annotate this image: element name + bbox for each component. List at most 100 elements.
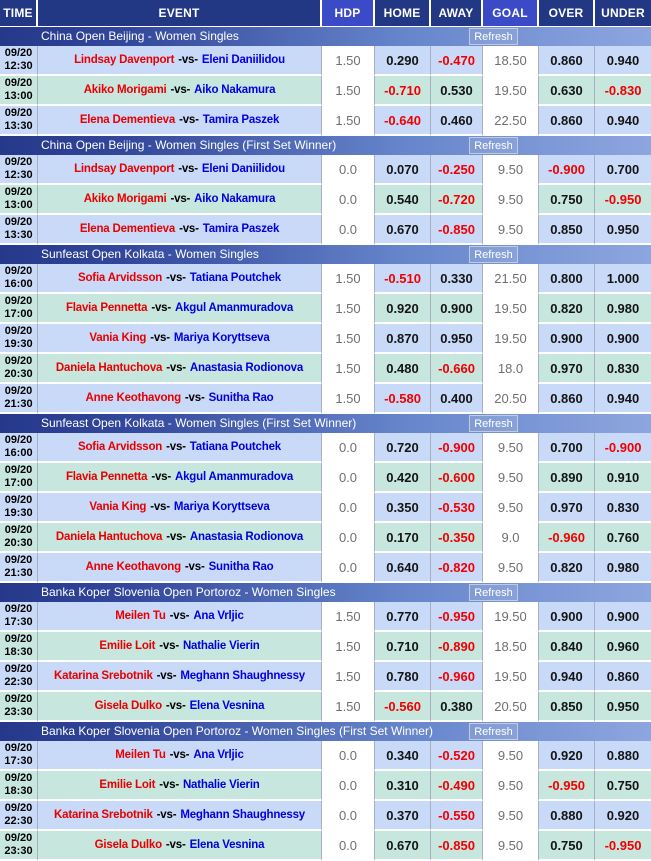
column-header-time: TIME bbox=[0, 0, 38, 27]
match-event-cell: Daniela Hantuchova -vs- Anastasia Rodion… bbox=[38, 354, 322, 384]
tournament-section: Banka Koper Slovenia Open Portoroz - Wom… bbox=[0, 583, 651, 722]
hdp-value: 0.0 bbox=[322, 155, 375, 185]
match-row: 09/20 17:00 Flavia Pennetta -vs- Akgul A… bbox=[0, 294, 651, 324]
match-event-cell: Emilie Loit -vs- Nathalie Vierin bbox=[38, 632, 322, 662]
over-odds: 0.630 bbox=[539, 76, 595, 106]
match-event-cell: Daniela Hantuchova -vs- Anastasia Rodion… bbox=[38, 523, 322, 553]
away-odds: -0.890 bbox=[431, 632, 483, 662]
match-date: 09/20 bbox=[4, 434, 33, 446]
home-player-name: Lindsay Davenport bbox=[74, 54, 175, 66]
tournament-title: Banka Koper Slovenia Open Portoroz - Wom… bbox=[41, 585, 336, 599]
away-odds: 0.330 bbox=[431, 264, 483, 294]
away-odds: -0.720 bbox=[431, 185, 483, 215]
under-odds: 0.980 bbox=[595, 294, 651, 324]
refresh-button[interactable]: Refresh bbox=[469, 246, 518, 263]
match-row: 09/20 23:30 Gisela Dulko -vs- Elena Vesn… bbox=[0, 831, 651, 861]
match-time-cell: 09/20 18:30 bbox=[0, 771, 38, 801]
away-player-name: Tamira Paszek bbox=[202, 114, 280, 126]
tournament-rows: 09/20 17:30 Meilen Tu -vs- Ana Vrljic 1.… bbox=[0, 602, 651, 722]
tournament-title: China Open Beijing - Women Singles bbox=[41, 29, 239, 43]
match-start-time: 20:30 bbox=[4, 537, 33, 549]
hdp-value: 0.0 bbox=[322, 493, 375, 523]
under-odds: 0.900 bbox=[595, 602, 651, 632]
match-date: 09/20 bbox=[4, 107, 33, 119]
match-date: 09/20 bbox=[4, 464, 33, 476]
column-header-under: UNDER bbox=[595, 0, 651, 27]
under-odds: 0.860 bbox=[595, 662, 651, 692]
tournament-title: China Open Beijing - Women Singles (Firs… bbox=[41, 138, 337, 152]
match-date: 09/20 bbox=[4, 186, 33, 198]
column-header-home: HOME bbox=[375, 0, 431, 27]
match-start-time: 19:30 bbox=[4, 338, 33, 350]
match-event-cell: Gisela Dulko -vs- Elena Vesnina bbox=[38, 831, 322, 861]
home-odds: -0.580 bbox=[375, 384, 431, 414]
hdp-value: 1.50 bbox=[322, 76, 375, 106]
sections-container: China Open Beijing - Women Singles Refre… bbox=[0, 27, 651, 861]
home-odds: 0.290 bbox=[375, 46, 431, 76]
goal-value: 9.0 bbox=[483, 523, 539, 553]
refresh-button[interactable]: Refresh bbox=[469, 137, 518, 154]
over-odds: 0.840 bbox=[539, 632, 595, 662]
match-start-time: 13:30 bbox=[4, 120, 33, 132]
hdp-value: 0.0 bbox=[322, 553, 375, 583]
tournament-header-bar: Sunfeast Open Kolkata - Women Singles Re… bbox=[0, 245, 651, 264]
under-odds: 0.900 bbox=[595, 324, 651, 354]
goal-value: 19.50 bbox=[483, 602, 539, 632]
under-odds: 0.950 bbox=[595, 692, 651, 722]
tournament-title: Sunfeast Open Kolkata - Women Singles bbox=[41, 247, 259, 261]
vs-separator: -vs- bbox=[165, 839, 186, 851]
home-odds: 0.420 bbox=[375, 463, 431, 493]
over-odds: 0.850 bbox=[539, 215, 595, 245]
home-player-name: Katarina Srebotnik bbox=[54, 670, 153, 682]
over-odds: 0.900 bbox=[539, 602, 595, 632]
match-row: 09/20 20:30 Daniela Hantuchova -vs- Anas… bbox=[0, 523, 651, 553]
refresh-button[interactable]: Refresh bbox=[469, 584, 518, 601]
refresh-button[interactable]: Refresh bbox=[469, 28, 518, 45]
match-start-time: 23:30 bbox=[4, 706, 33, 718]
hdp-value: 0.0 bbox=[322, 185, 375, 215]
home-player-name: Akiko Morigami bbox=[83, 84, 167, 96]
hdp-value: 0.0 bbox=[322, 741, 375, 771]
away-player-name: Akgul Amanmuradova bbox=[175, 471, 294, 483]
home-odds: 0.710 bbox=[375, 632, 431, 662]
match-event-cell: Vania King -vs- Mariya Koryttseva bbox=[38, 493, 322, 523]
away-player-name: Anastasia Rodionova bbox=[189, 362, 304, 374]
refresh-button[interactable]: Refresh bbox=[469, 723, 518, 740]
home-odds: 0.480 bbox=[375, 354, 431, 384]
over-odds: 0.860 bbox=[539, 384, 595, 414]
over-odds: 0.750 bbox=[539, 185, 595, 215]
over-odds: -0.900 bbox=[539, 155, 595, 185]
tournament-section: Sunfeast Open Kolkata - Women Singles Re… bbox=[0, 245, 651, 414]
under-odds: 0.830 bbox=[595, 354, 651, 384]
vs-separator: -vs- bbox=[169, 610, 190, 622]
under-odds: 0.940 bbox=[595, 106, 651, 136]
home-odds: 0.350 bbox=[375, 493, 431, 523]
away-player-name: Tatiana Poutchek bbox=[189, 272, 281, 284]
goal-value: 9.50 bbox=[483, 493, 539, 523]
under-odds: 0.920 bbox=[595, 801, 651, 831]
home-player-name: Elena Dementieva bbox=[79, 223, 176, 235]
tournament-title: Sunfeast Open Kolkata - Women Singles (F… bbox=[41, 416, 357, 430]
goal-value: 19.50 bbox=[483, 294, 539, 324]
away-player-name: Akgul Amanmuradova bbox=[175, 302, 294, 314]
match-event-cell: Gisela Dulko -vs- Elena Vesnina bbox=[38, 692, 322, 722]
away-player-name: Sunitha Rao bbox=[208, 561, 274, 573]
goal-value: 9.50 bbox=[483, 553, 539, 583]
over-odds: 0.920 bbox=[539, 741, 595, 771]
match-event-cell: Katarina Srebotnik -vs- Meghann Shaughne… bbox=[38, 662, 322, 692]
refresh-button[interactable]: Refresh bbox=[469, 415, 518, 432]
hdp-value: 1.50 bbox=[322, 602, 375, 632]
match-event-cell: Emilie Loit -vs- Nathalie Vierin bbox=[38, 771, 322, 801]
away-player-name: Tatiana Poutchek bbox=[189, 441, 281, 453]
match-row: 09/20 20:30 Daniela Hantuchova -vs- Anas… bbox=[0, 354, 651, 384]
goal-value: 20.50 bbox=[483, 692, 539, 722]
match-row: 09/20 19:30 Vania King -vs- Mariya Koryt… bbox=[0, 493, 651, 523]
vs-separator: -vs- bbox=[151, 302, 171, 314]
tournament-rows: 09/20 16:00 Sofia Arvidsson -vs- Tatiana… bbox=[0, 433, 651, 583]
away-player-name: Nathalie Vierin bbox=[182, 779, 260, 791]
away-odds: -0.950 bbox=[431, 602, 483, 632]
vs-separator: -vs- bbox=[169, 749, 190, 761]
home-odds: -0.640 bbox=[375, 106, 431, 136]
match-row: 09/20 13:00 Akiko Morigami -vs- Aiko Nak… bbox=[0, 185, 651, 215]
home-odds: 0.670 bbox=[375, 215, 431, 245]
